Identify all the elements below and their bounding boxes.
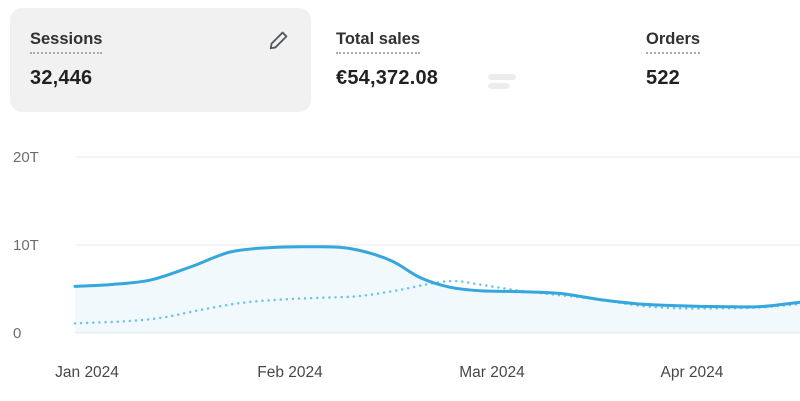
edit-pencil-icon[interactable] [267, 28, 291, 52]
sessions-line-chart: 0 10T 20T [13, 149, 800, 342]
sessions-label: Sessions [30, 30, 103, 54]
sessions-value: 32,446 [30, 66, 93, 89]
sessions-header: Sessions [30, 30, 291, 54]
previous-period-sessions-line [73, 279, 800, 325]
placeholder-bars [488, 74, 516, 89]
total-sales-label: Total sales [336, 30, 421, 54]
metric-tab-orders[interactable]: Orders 522 [646, 30, 701, 90]
metric-tab-sessions[interactable]: Sessions 32,446 [10, 8, 311, 112]
y-tick-label: 20T [13, 149, 39, 166]
y-tick-label: 10T [13, 237, 39, 254]
metric-tab-total-sales[interactable]: Total sales €54,372.08 [336, 30, 438, 90]
current-period-sessions-line [73, 245, 800, 309]
current-period-sessions-area [75, 246, 800, 333]
total-sales-value: €54,372.08 [336, 66, 439, 89]
orders-label: Orders [646, 30, 701, 54]
orders-value: 522 [646, 66, 680, 89]
y-tick-label: 0 [13, 325, 21, 342]
